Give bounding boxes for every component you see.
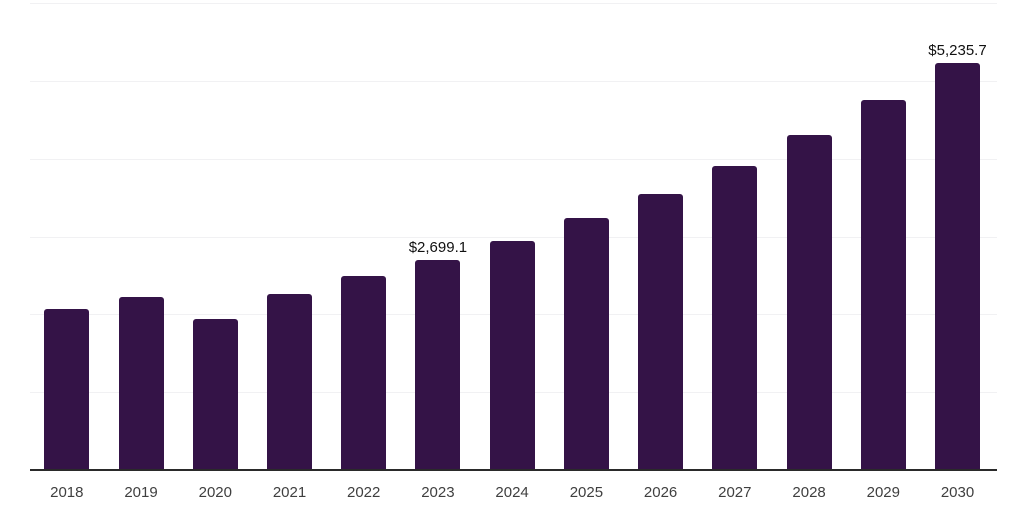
bar-2027: [712, 166, 758, 470]
bar-2018: [44, 308, 90, 470]
bar-2025: [563, 217, 609, 470]
x-tick-label-2027: 2027: [718, 484, 752, 501]
x-tick-label-2026: 2026: [643, 484, 678, 501]
value-label-2023: $2,699.1: [408, 238, 468, 256]
gridline-4000: [30, 159, 997, 160]
bar-2029: [860, 100, 906, 470]
x-tick-label-2023: 2023: [421, 484, 455, 501]
bar-2022: [341, 276, 387, 470]
bar-2020: [192, 319, 238, 470]
x-tick-label-2024: 2024: [495, 484, 529, 501]
x-tick-label-2019: 2019: [124, 484, 158, 501]
bar-2026: [638, 194, 684, 470]
gridline-3000: [30, 237, 997, 238]
x-tick-label-2028: 2028: [792, 484, 826, 501]
gridline-6000: [30, 3, 997, 4]
bar-2019: [118, 296, 164, 470]
x-tick-label-2018: 2018: [50, 484, 84, 501]
value-label-2030: $5,235.7: [928, 41, 987, 59]
x-tick-label-2021: 2021: [272, 484, 307, 501]
bar-2028: [786, 135, 832, 470]
gridline-5000: [30, 81, 997, 82]
bar-2024: [489, 240, 535, 470]
x-tick-label-2030: 2030: [940, 484, 975, 501]
x-tick-label-2020: 2020: [198, 484, 232, 501]
x-tick-label-2025: 2025: [569, 484, 604, 501]
bar-2021: [267, 294, 312, 470]
bar-2030: [935, 62, 980, 470]
x-axis-line: [30, 469, 997, 471]
x-tick-label-2022: 2022: [347, 484, 381, 501]
bar-2023: [415, 259, 461, 470]
x-tick-label-2029: 2029: [866, 484, 900, 501]
